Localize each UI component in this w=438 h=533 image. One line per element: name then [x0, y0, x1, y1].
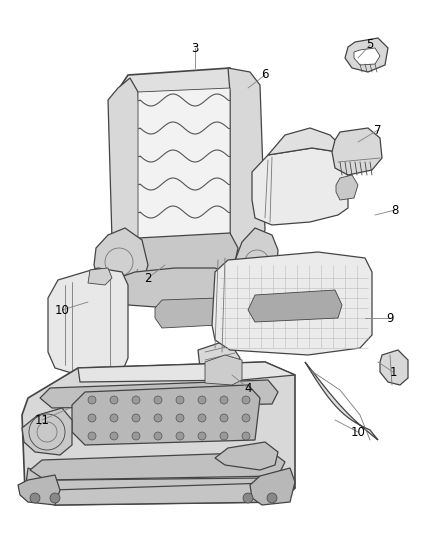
Circle shape: [154, 396, 162, 404]
Polygon shape: [48, 268, 128, 378]
Text: 10: 10: [350, 425, 365, 439]
Circle shape: [154, 414, 162, 422]
Polygon shape: [252, 148, 348, 225]
Circle shape: [220, 396, 228, 404]
Circle shape: [110, 414, 118, 422]
Polygon shape: [120, 68, 235, 98]
Text: 11: 11: [35, 414, 49, 426]
Circle shape: [154, 432, 162, 440]
Circle shape: [242, 396, 250, 404]
Polygon shape: [345, 38, 388, 72]
Circle shape: [110, 432, 118, 440]
Circle shape: [267, 493, 277, 503]
Text: 10: 10: [55, 303, 70, 317]
Circle shape: [242, 414, 250, 422]
Text: 5: 5: [366, 38, 374, 52]
Circle shape: [220, 414, 228, 422]
Polygon shape: [155, 298, 222, 328]
Polygon shape: [336, 175, 358, 200]
Polygon shape: [25, 468, 295, 505]
Circle shape: [132, 396, 140, 404]
Polygon shape: [268, 128, 348, 168]
Polygon shape: [72, 385, 260, 445]
Circle shape: [176, 432, 184, 440]
Text: 2: 2: [144, 271, 152, 285]
Polygon shape: [18, 475, 60, 505]
Polygon shape: [250, 468, 295, 505]
Circle shape: [198, 414, 206, 422]
Text: 7: 7: [374, 124, 382, 136]
Polygon shape: [112, 268, 240, 308]
Polygon shape: [198, 340, 240, 372]
Circle shape: [220, 432, 228, 440]
Circle shape: [30, 493, 40, 503]
Polygon shape: [236, 228, 278, 295]
Text: 9: 9: [386, 311, 394, 325]
Circle shape: [88, 432, 96, 440]
Text: 8: 8: [391, 204, 399, 216]
Circle shape: [198, 396, 206, 404]
Polygon shape: [205, 355, 242, 385]
Circle shape: [176, 414, 184, 422]
Circle shape: [132, 414, 140, 422]
Polygon shape: [215, 442, 278, 470]
Polygon shape: [354, 48, 380, 65]
Polygon shape: [212, 252, 372, 355]
Polygon shape: [228, 68, 265, 255]
Circle shape: [176, 396, 184, 404]
Polygon shape: [22, 362, 295, 505]
Polygon shape: [88, 268, 112, 285]
Polygon shape: [138, 88, 230, 242]
Polygon shape: [305, 362, 378, 440]
Circle shape: [198, 432, 206, 440]
Circle shape: [132, 432, 140, 440]
Polygon shape: [94, 228, 148, 295]
Polygon shape: [332, 128, 382, 175]
Text: 3: 3: [191, 42, 199, 54]
Polygon shape: [78, 362, 295, 382]
Circle shape: [243, 493, 253, 503]
Circle shape: [50, 493, 60, 503]
Text: 6: 6: [261, 69, 269, 82]
Polygon shape: [30, 452, 285, 480]
Polygon shape: [40, 380, 278, 408]
Polygon shape: [130, 233, 238, 275]
Text: 1: 1: [389, 366, 397, 378]
Polygon shape: [108, 78, 145, 255]
Polygon shape: [380, 350, 408, 385]
Circle shape: [242, 432, 250, 440]
Circle shape: [110, 396, 118, 404]
Text: 4: 4: [244, 382, 252, 394]
Circle shape: [88, 396, 96, 404]
Circle shape: [88, 414, 96, 422]
Polygon shape: [22, 408, 72, 455]
Polygon shape: [248, 290, 342, 322]
